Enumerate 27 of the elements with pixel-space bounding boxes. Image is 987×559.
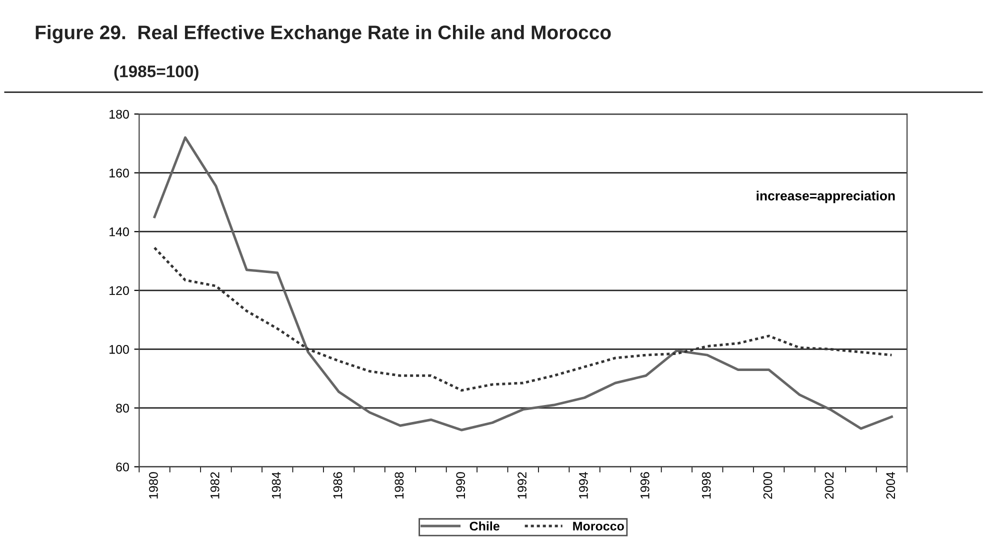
y-tick-label: 160: [110, 168, 129, 178]
x-tick-label: 1990: [456, 472, 466, 498]
x-tick-label: 1992: [518, 472, 526, 498]
x-tick-label: 2000: [763, 472, 772, 499]
x-tick-label: 1980: [149, 472, 158, 498]
y-tick-label: 100: [110, 344, 129, 354]
y-tick-label: 80: [116, 404, 129, 413]
legend-label: Chile: [470, 521, 500, 531]
line-series: [153, 136, 893, 432]
chart-subtitle: (1985=100): [114, 65, 198, 81]
x-tick-label: 1988: [394, 472, 404, 498]
x-tick-label: 1994: [579, 472, 588, 498]
chart-title: Figure 29. Real Effective Exchange Rate in Chile and Morocco: [36, 25, 611, 44]
x-tick-label: 1982: [210, 472, 220, 498]
line-series: [153, 246, 893, 392]
annotation: increase=appreciation: [756, 190, 895, 204]
x-tick-label: 1986: [333, 472, 342, 498]
legend-label: Morocco: [573, 522, 624, 531]
x-tick-label: 1998: [702, 472, 711, 498]
x-tick-label: 1996: [640, 472, 650, 498]
x-tick-label: 2002: [824, 472, 834, 499]
x-tick-label: 1984: [272, 472, 281, 498]
x-tick-label: 2004: [886, 472, 896, 499]
y-tick-label: 60: [116, 462, 129, 472]
y-tick-label: 140: [110, 227, 129, 236]
y-tick-label: 120: [110, 286, 129, 296]
y-tick-label: 180: [110, 110, 129, 119]
